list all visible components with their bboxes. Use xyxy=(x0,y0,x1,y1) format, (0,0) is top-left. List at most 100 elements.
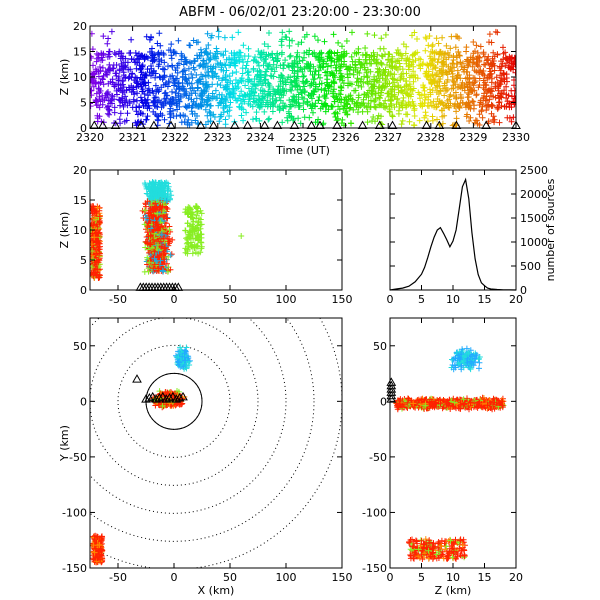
source-point xyxy=(183,365,190,372)
source-point xyxy=(322,108,329,115)
station-triangle xyxy=(332,120,342,129)
source-point xyxy=(364,51,370,58)
source-point xyxy=(204,112,211,119)
source-point xyxy=(316,94,323,100)
source-point xyxy=(207,63,214,70)
source-point xyxy=(180,68,187,74)
source-point xyxy=(240,117,247,124)
source-point xyxy=(93,533,100,540)
x-tick-label: 2322 xyxy=(161,131,189,144)
source-point xyxy=(187,85,194,92)
source-point xyxy=(382,97,389,104)
source-point xyxy=(453,61,460,67)
source-point xyxy=(478,108,485,115)
source-point xyxy=(403,57,410,64)
source-point xyxy=(485,53,492,60)
source-point xyxy=(134,119,141,126)
source-point xyxy=(489,117,496,123)
source-point xyxy=(501,76,507,83)
source-point xyxy=(253,115,260,122)
source-point xyxy=(378,61,385,68)
source-point xyxy=(466,118,473,124)
source-point xyxy=(469,63,476,70)
source-point xyxy=(296,58,303,65)
source-point xyxy=(187,210,194,217)
source-point xyxy=(104,54,111,60)
station-triangle xyxy=(164,392,175,402)
source-point xyxy=(214,60,221,67)
source-point xyxy=(370,56,377,63)
source-point xyxy=(126,50,133,57)
source-point xyxy=(291,61,298,68)
source-point xyxy=(149,45,155,52)
source-point xyxy=(148,191,155,198)
station-triangle xyxy=(511,120,521,129)
source-point xyxy=(488,92,494,99)
source-point xyxy=(275,55,281,62)
source-point xyxy=(379,83,386,90)
x-tick-label: 2329 xyxy=(459,131,487,144)
source-point xyxy=(411,113,418,119)
source-point xyxy=(348,81,355,88)
source-point xyxy=(382,104,389,111)
source-point xyxy=(227,61,234,68)
source-point xyxy=(260,49,267,56)
station-triangle xyxy=(421,120,432,129)
source-point xyxy=(385,93,392,100)
source-point xyxy=(223,77,230,84)
source-point xyxy=(370,82,377,88)
source-point xyxy=(159,403,166,409)
source-point xyxy=(150,97,157,104)
source-point xyxy=(327,48,333,55)
source-point xyxy=(120,84,127,91)
source-point xyxy=(207,56,214,63)
source-point xyxy=(204,30,211,37)
station-triangle xyxy=(161,394,172,403)
source-point xyxy=(424,102,431,109)
source-point xyxy=(486,31,493,38)
source-point xyxy=(248,88,255,95)
source-point xyxy=(310,109,316,116)
source-point xyxy=(90,83,97,90)
source-point xyxy=(173,86,180,93)
source-point xyxy=(104,91,111,98)
source-point xyxy=(91,215,98,222)
source-point xyxy=(162,250,169,257)
source-point xyxy=(378,35,385,42)
source-point xyxy=(188,80,195,87)
source-point xyxy=(331,72,337,79)
source-point xyxy=(167,195,173,202)
source-point xyxy=(222,72,229,78)
source-point xyxy=(317,74,323,81)
source-point xyxy=(182,227,189,234)
source-point xyxy=(354,68,361,75)
source-point xyxy=(446,96,453,103)
source-point xyxy=(384,81,391,88)
source-point xyxy=(387,71,394,78)
source-point xyxy=(364,66,371,73)
source-point xyxy=(90,100,93,107)
source-point xyxy=(358,83,365,90)
station-triangle xyxy=(451,120,462,129)
source-point xyxy=(461,82,468,88)
source-point xyxy=(311,33,318,40)
source-point xyxy=(167,114,174,121)
y-tick-label: 10 xyxy=(73,224,87,237)
source-point xyxy=(253,58,260,65)
y-tick-label: 0 xyxy=(80,395,87,408)
source-point xyxy=(511,87,516,94)
source-point xyxy=(346,105,353,112)
source-point xyxy=(185,207,192,213)
source-point xyxy=(90,62,96,69)
source-point xyxy=(257,72,264,79)
source-point xyxy=(286,37,293,44)
source-point xyxy=(443,42,450,49)
source-point xyxy=(133,79,140,86)
source-point xyxy=(280,92,287,99)
source-point xyxy=(459,99,466,106)
source-point xyxy=(229,85,236,92)
source-point xyxy=(427,99,434,106)
source-point xyxy=(481,79,488,86)
station-triangle xyxy=(272,120,283,129)
source-point xyxy=(197,249,204,256)
